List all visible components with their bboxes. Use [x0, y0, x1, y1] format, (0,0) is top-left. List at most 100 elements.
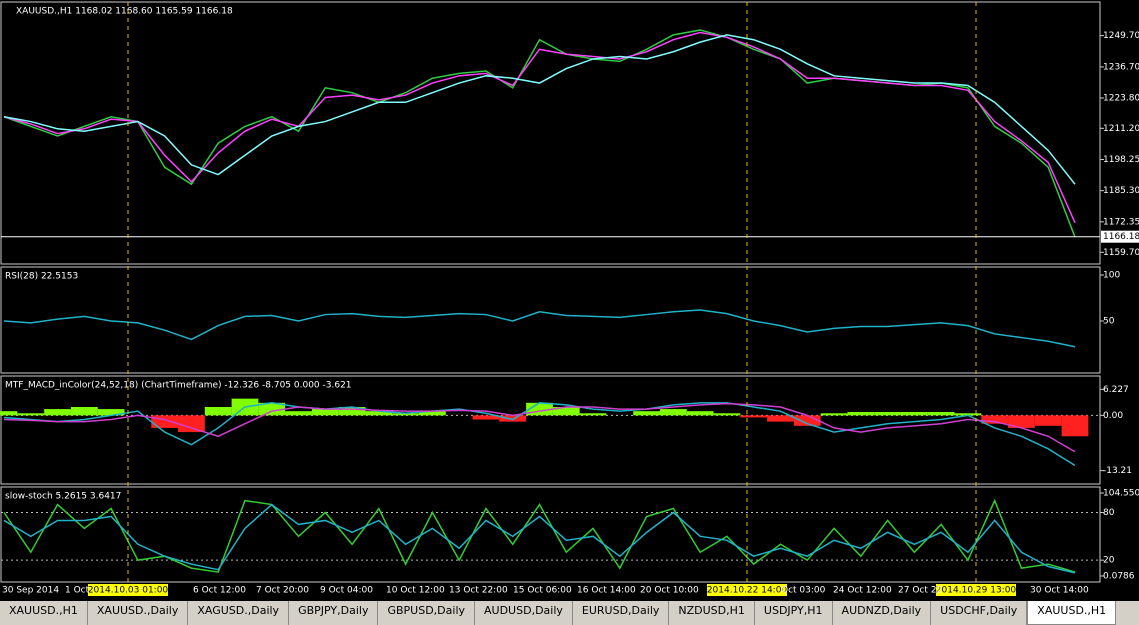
panel-header: XAUUSD.,H1 1168.02 1168.60 1165.59 1166.… [16, 7, 233, 17]
series-line [3, 34, 1076, 185]
histogram-bar [365, 411, 393, 416]
x-tick-label: 10 Oct 12:00 [386, 586, 445, 596]
x-tick-label: 16 Oct 14:00 [577, 586, 636, 596]
x-tick-label: 24 Oct 12:00 [833, 586, 892, 596]
histogram-bar [70, 407, 98, 416]
histogram-bar [767, 415, 794, 422]
y-tick-label: 1236.70 [1103, 62, 1139, 72]
chart-tab[interactable]: NZDUSD,H1 [669, 601, 755, 625]
panel-header: MTF_MACD_inColor(24,52,18) (ChartTimefra… [5, 381, 352, 391]
y-tick-label: 1198.25 [1103, 155, 1139, 165]
histogram-bar [552, 407, 580, 416]
chart-tab[interactable]: USDJPY,H1 [755, 601, 833, 625]
panel-frame [0, 375, 1101, 485]
y-tick-label: 0.00 [1103, 411, 1123, 421]
y-tick-label: 0.0786 [1103, 572, 1135, 582]
series-line [3, 309, 1076, 348]
histogram-bar [338, 407, 366, 416]
panel-frame [0, 486, 1101, 583]
histogram-bar [204, 407, 232, 416]
x-tick-label: 7 Oct 20:00 [256, 586, 309, 596]
separator-tag [936, 584, 1016, 596]
current-price-label: 1166.18 [1103, 232, 1139, 242]
histogram-bar [633, 411, 660, 416]
histogram-bar [847, 412, 875, 416]
tab-bar: XAUUSD.,H1 XAUUSD.,Daily XAGUSD.,Daily GBPJ… [0, 601, 1139, 625]
chart-window: 1249.70 1236.70 1223.80 1211.20 1198.25 1185.… [0, 1, 1139, 596]
x-tick-label: 9 Oct 04:00 [320, 586, 373, 596]
chart-tab[interactable]: GBPUSD,Daily [378, 601, 476, 625]
separator-label: 2014.10.29 13:00 [936, 586, 1017, 596]
histogram-bar [981, 415, 1009, 424]
y-tick-label: 80 [1103, 508, 1115, 518]
y-tick-label: -13.21 [1103, 466, 1132, 476]
histogram-bar [579, 413, 607, 416]
histogram-bar [1061, 415, 1089, 437]
y-tick-label: 1249.70 [1103, 31, 1139, 41]
histogram-bar [820, 413, 848, 416]
chart-tab[interactable]: XAGUSD.,Daily [188, 601, 290, 625]
separator-label: 2014.10.03 01:00 [88, 586, 169, 596]
chart-tab[interactable]: AUDNZD,Daily [833, 601, 932, 625]
histogram-bar [258, 402, 286, 416]
panel-header: RSI(28) 22.5153 [5, 272, 78, 282]
histogram-bar [874, 412, 901, 416]
chart-tab[interactable]: XAUUSD.,Daily [88, 601, 189, 625]
series-line [3, 402, 1076, 453]
series-line [3, 402, 1076, 467]
histogram-bar [1034, 415, 1062, 426]
y-tick-label: 50 [1103, 317, 1115, 327]
chart-tab[interactable]: EURUSD,Daily [573, 601, 670, 625]
histogram-bar [472, 415, 500, 420]
y-tick-label: 1185.30 [1103, 186, 1139, 196]
x-tick-label: 13 Oct 22:00 [449, 586, 508, 596]
histogram-bar [793, 415, 821, 426]
x-tick-label: 20 Oct 10:00 [640, 586, 699, 596]
y-tick-label: 20 [1103, 556, 1115, 566]
y-tick-label: 1211.20 [1103, 124, 1139, 134]
y-tick-label: 1223.80 [1103, 93, 1139, 103]
histogram-bar [311, 409, 339, 416]
x-tick-label: 27 Oct 22 [898, 586, 942, 596]
separator-label: 2014.10.22 14:00 [707, 586, 788, 596]
histogram-bar [178, 415, 205, 433]
chart-tab[interactable]: XAUUSD.,H1 [0, 601, 88, 625]
histogram-bar [659, 409, 687, 416]
x-tick-label: Oct 03:00 [781, 586, 826, 596]
chart-tab[interactable]: USDCHF,Daily [931, 601, 1028, 625]
separator-tag [707, 584, 787, 596]
histogram-bar [1008, 415, 1035, 428]
histogram-bar [44, 409, 71, 416]
histogram-bar [900, 412, 928, 416]
x-tick-label: 6 Oct 12:00 [193, 586, 246, 596]
series-line [3, 31, 1076, 223]
chart-tab[interactable]: GBPJPY,Daily [289, 601, 379, 625]
x-tick-label: 30 Oct 14:00 [1030, 586, 1089, 596]
histogram-bar [419, 411, 446, 416]
y-tick-label: 104.5503 [1103, 489, 1139, 499]
separator-tag [88, 584, 168, 596]
histogram-bar [97, 409, 125, 416]
y-tick-label: 100 [1103, 271, 1120, 281]
x-tick-label: 1 Oct [65, 586, 90, 596]
chart-tab[interactable]: AUDUSD,Daily [475, 601, 573, 625]
series-line [3, 503, 1076, 574]
histogram-bar [713, 413, 741, 416]
series-line [3, 498, 1076, 573]
x-tick-label: 30 Sep 2014 [2, 586, 59, 596]
histogram-bar [927, 412, 955, 416]
y-tick-label: 6.227 [1103, 385, 1129, 395]
histogram-bar [499, 415, 527, 422]
chart-tab[interactable]: XAUUSD.,H1 [1027, 601, 1117, 625]
histogram-bar [740, 415, 768, 418]
histogram-bar [392, 413, 420, 416]
histogram-bar [954, 413, 982, 416]
x-tick-label: 15 Oct 06:00 [513, 586, 572, 596]
panel-header: slow-stoch 5.2615 3.6417 [5, 492, 121, 502]
price-tag [1101, 230, 1139, 243]
histogram-bar [0, 411, 18, 416]
y-tick-label: 1159.70 [1103, 248, 1139, 258]
y-tick-label: 1172.35 [1103, 217, 1139, 227]
series-line [3, 29, 1076, 238]
